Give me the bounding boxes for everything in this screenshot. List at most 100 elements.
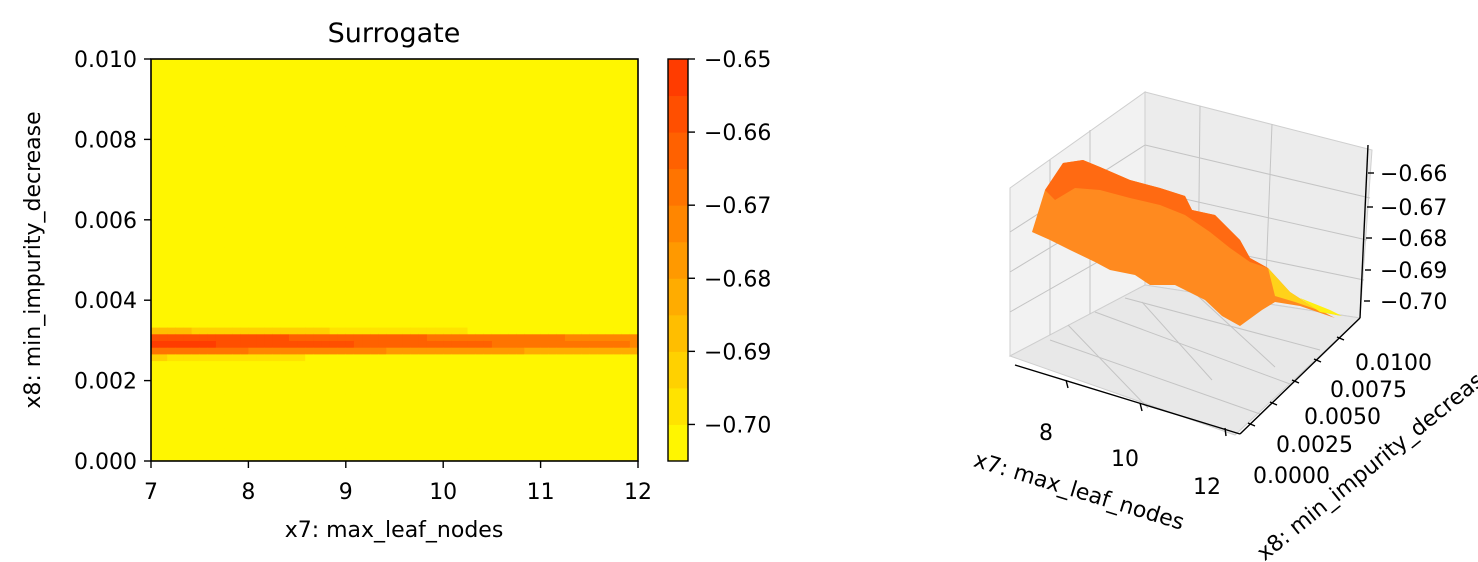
contour-cell — [167, 300, 176, 308]
contour-cell — [394, 300, 404, 308]
contour-cell — [500, 434, 509, 442]
contour-cell — [305, 447, 314, 455]
contour-cell — [605, 246, 615, 254]
contour-cell — [394, 380, 404, 388]
contour-cell — [621, 126, 631, 134]
contour-cell — [256, 320, 266, 328]
contour-cell — [597, 146, 607, 154]
contour-cell — [629, 313, 638, 321]
contour-cell — [159, 373, 168, 382]
contour-cell — [248, 333, 258, 341]
contour-cell — [491, 367, 501, 375]
contour-cell — [629, 420, 638, 429]
contour-cell — [556, 199, 566, 207]
contour-cell — [426, 447, 436, 455]
contour-cell — [556, 139, 566, 147]
contour-cell — [183, 367, 193, 375]
contour-cell — [362, 407, 371, 415]
contour-cell — [394, 387, 404, 395]
contour-cell — [613, 152, 623, 161]
contour-cell — [353, 394, 363, 402]
contour-cell — [475, 320, 485, 328]
contour-cell — [215, 99, 225, 107]
contour-cell — [191, 260, 201, 268]
contour-cell — [564, 313, 574, 321]
contour-cell — [581, 179, 590, 187]
contour-cell — [451, 427, 461, 435]
contour-cell — [305, 380, 314, 388]
contour-cell — [386, 400, 396, 408]
contour-cell — [418, 92, 428, 100]
contour-cell — [516, 286, 525, 295]
contour-cell — [199, 266, 209, 274]
contour-cell — [280, 65, 290, 73]
contour-cell — [629, 340, 638, 348]
contour-cell — [288, 280, 298, 288]
contour-cell — [305, 233, 314, 241]
contour-cell — [248, 206, 258, 214]
contour-cell — [151, 126, 160, 134]
contour-cell — [581, 333, 590, 341]
contour-cell — [151, 414, 160, 422]
contour-cell — [516, 112, 525, 120]
contour-cell — [224, 139, 233, 147]
contour-cell — [475, 280, 485, 288]
contour-cell — [183, 347, 193, 355]
contour-cell — [240, 179, 249, 187]
contour-cell — [378, 353, 387, 362]
contour-cell — [467, 246, 477, 254]
contour-cell — [410, 99, 420, 107]
contour-cell — [426, 440, 436, 449]
contour-cell — [508, 226, 517, 234]
contour-cell — [597, 152, 607, 161]
contour-cell — [451, 159, 461, 167]
contour-cell — [207, 92, 217, 100]
contour-cell — [597, 400, 607, 408]
contour-cell — [605, 219, 615, 228]
contour-cell — [232, 286, 241, 295]
contour-cell — [337, 119, 347, 127]
contour-cell — [288, 92, 298, 100]
contour-cell — [321, 186, 331, 194]
contour-cell — [564, 179, 574, 187]
contour-cell — [556, 367, 566, 375]
contour-cell — [370, 293, 379, 301]
contour-cell — [199, 367, 209, 375]
contour-cell — [167, 434, 176, 442]
contour-cell — [508, 306, 517, 315]
contour-cell — [597, 434, 607, 442]
contour-cell — [483, 105, 493, 114]
contour-cell — [613, 219, 623, 228]
contour-cell — [288, 440, 298, 449]
contour-cell — [451, 394, 461, 402]
contour-cell — [191, 407, 201, 415]
contour-cell — [508, 159, 517, 167]
contour-cell — [207, 179, 217, 187]
contour-cell — [402, 353, 412, 362]
contour-cell — [467, 367, 477, 375]
contour-cell — [491, 126, 501, 134]
contour-cell — [159, 152, 168, 161]
contour-cell — [524, 414, 534, 422]
contour-cell — [256, 233, 266, 241]
contour-cell — [353, 72, 363, 80]
contour-cell — [362, 440, 371, 449]
contour-cell — [256, 119, 266, 127]
contour-cell — [475, 253, 485, 261]
contour-cell — [426, 394, 436, 402]
contour-cell — [629, 454, 638, 461]
contour-cell — [426, 266, 436, 274]
contour-cell — [207, 59, 217, 67]
contour-cell — [410, 65, 420, 73]
contour-cell — [589, 293, 599, 301]
contour-cell — [540, 226, 550, 234]
contour-cell — [207, 447, 217, 455]
contour-cell — [183, 119, 193, 127]
contour-cell — [459, 186, 469, 194]
contour-cell — [629, 226, 638, 234]
contour-cell — [451, 260, 461, 268]
contour-cell — [459, 414, 469, 422]
contour-cell — [386, 293, 396, 301]
contour-cell — [297, 112, 306, 120]
contour-cell — [199, 347, 209, 355]
